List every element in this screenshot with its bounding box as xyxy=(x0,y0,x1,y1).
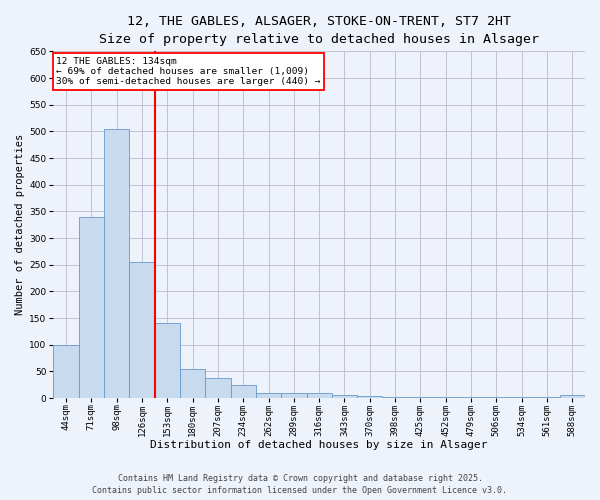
Bar xyxy=(180,368,205,398)
Bar xyxy=(130,262,155,398)
Bar xyxy=(155,324,180,398)
Bar xyxy=(560,396,585,398)
Bar xyxy=(256,392,281,398)
Bar xyxy=(104,128,130,398)
Bar xyxy=(205,378,230,398)
Bar xyxy=(53,344,79,398)
Y-axis label: Number of detached properties: Number of detached properties xyxy=(15,134,25,316)
X-axis label: Distribution of detached houses by size in Alsager: Distribution of detached houses by size … xyxy=(151,440,488,450)
Bar xyxy=(79,216,104,398)
Title: 12, THE GABLES, ALSAGER, STOKE-ON-TRENT, ST7 2HT
Size of property relative to de: 12, THE GABLES, ALSAGER, STOKE-ON-TRENT,… xyxy=(99,15,539,46)
Bar xyxy=(281,392,307,398)
Bar xyxy=(230,384,256,398)
Bar xyxy=(307,392,332,398)
Text: 12 THE GABLES: 134sqm
← 69% of detached houses are smaller (1,009)
30% of semi-d: 12 THE GABLES: 134sqm ← 69% of detached … xyxy=(56,56,320,86)
Bar xyxy=(357,396,382,398)
Bar xyxy=(332,396,357,398)
Text: Contains HM Land Registry data © Crown copyright and database right 2025.
Contai: Contains HM Land Registry data © Crown c… xyxy=(92,474,508,495)
